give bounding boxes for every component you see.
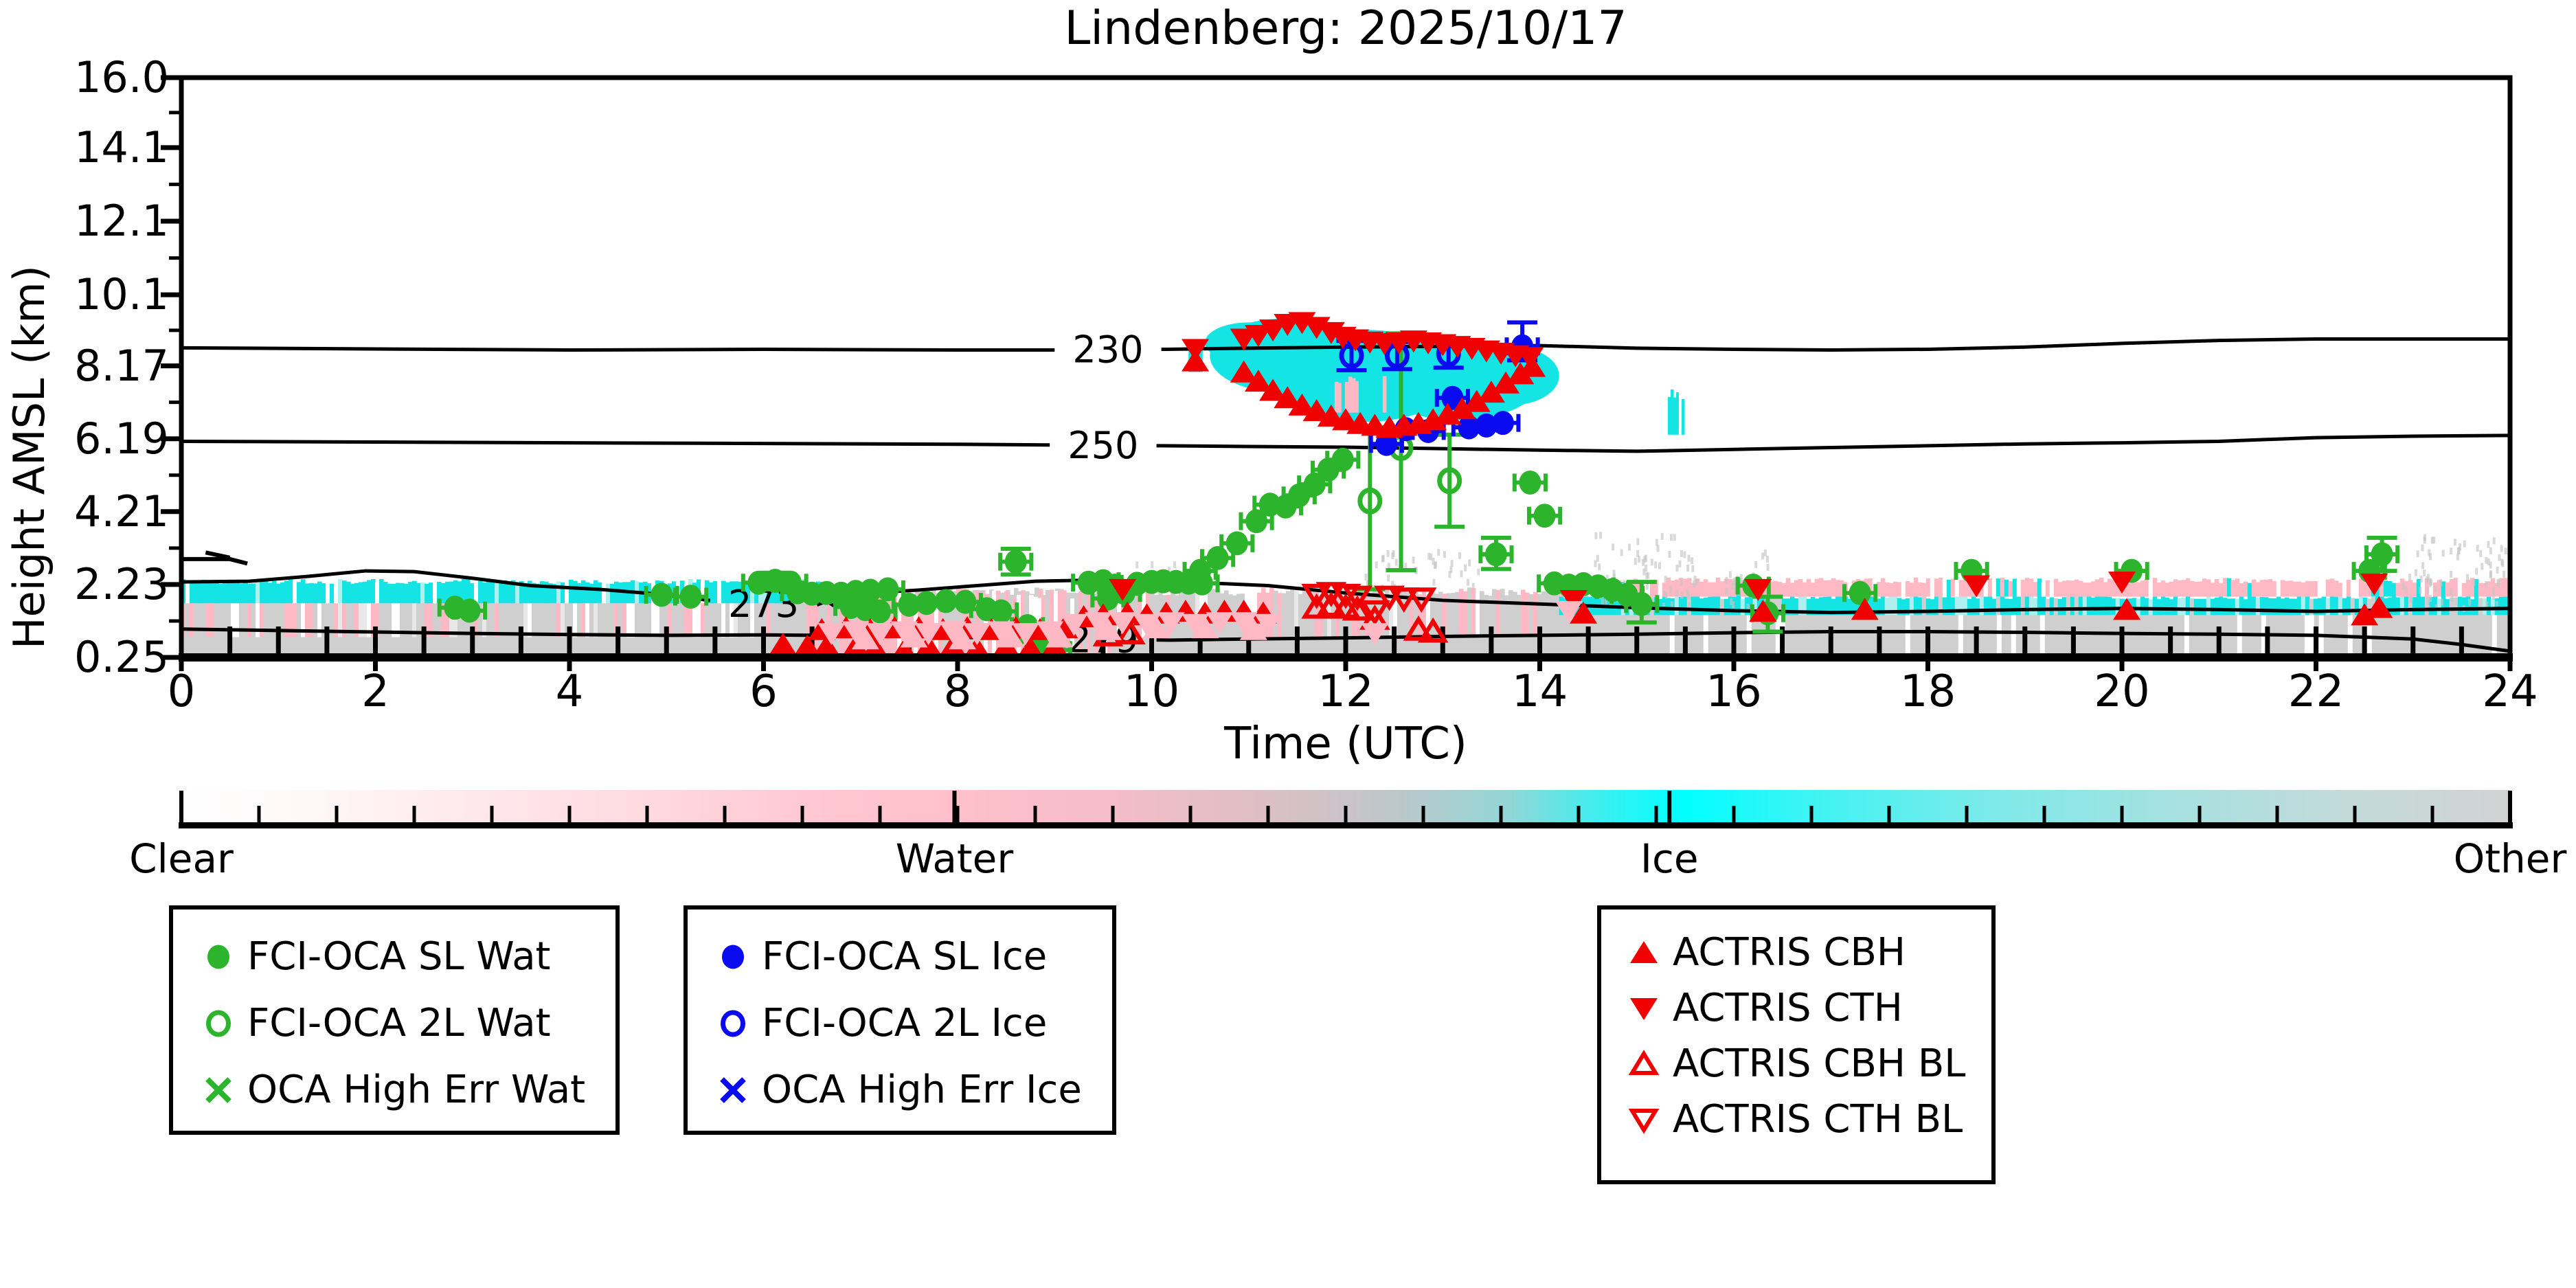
legend-item-label: FCI-OCA 2L Wat — [247, 1001, 551, 1046]
colorbar — [179, 790, 2513, 828]
legend-item-label: ACTRIS CTH BL — [1673, 1097, 1963, 1142]
circle-icon — [722, 945, 744, 969]
legend-item-label: ACTRIS CTH — [1673, 986, 1903, 1030]
series-actris_cth_bl_faded — [817, 601, 1583, 646]
legend-item-label: FCI-OCA 2L Ice — [762, 1001, 1048, 1046]
legend-item-oca-high-err-wat: OCA High Err Wat — [201, 1067, 615, 1112]
legend-ice: FCI-OCA SL Ice FCI-OCA 2L Ice OCA High Err… — [683, 905, 1116, 1135]
legend-water: FCI-OCA SL Wat FCI-OCA 2L Wat OCA High Err… — [169, 905, 620, 1135]
y-tick-label: 0.25 — [74, 632, 169, 682]
legend-item-actris-cth: ACTRIS CTH — [1626, 986, 1991, 1030]
series-actris_cth_bl — [1301, 582, 1437, 626]
y-tick-label: 12.1 — [74, 195, 169, 246]
colorbar-label-other: Other — [2453, 835, 2567, 882]
contour-label-250: 250 — [1067, 424, 1138, 467]
y-tick-label: 14.1 — [74, 122, 169, 172]
legend-item-fci-oca-2l-ice: FCI-OCA 2L Ice — [715, 1001, 1112, 1046]
y-tick-label: 4.21 — [74, 486, 169, 536]
tri-down-open-icon — [1628, 1108, 1660, 1134]
plot-area: 230250273279 — [181, 312, 2510, 657]
legend-actris: ACTRIS CBH ACTRIS CTH ACTRIS CBH BL ACTRIS … — [1597, 905, 1996, 1184]
x-tick-label: 22 — [2287, 666, 2345, 717]
x-tick-label: 6 — [749, 666, 778, 717]
legend-item-label: FCI-OCA SL Wat — [247, 934, 551, 979]
legend-item-label: ACTRIS CBH BL — [1673, 1041, 1966, 1086]
x-tick-label: 2 — [361, 666, 389, 717]
legend-item-oca-high-err-ice: OCA High Err Ice — [715, 1067, 1112, 1112]
series-fci_oca_sl_wat — [437, 447, 2400, 657]
tri-up-icon — [1630, 940, 1658, 963]
legend-item-label: OCA High Err Ice — [762, 1067, 1082, 1112]
tri-down-icon — [1630, 997, 1658, 1020]
x-tick-label: 10 — [1123, 666, 1180, 717]
colorbar-label-water: Water — [895, 835, 1014, 882]
legend-item-label: OCA High Err Wat — [247, 1067, 586, 1112]
series-actris_cth — [1109, 312, 2388, 612]
y-tick-label: 10.1 — [74, 269, 169, 320]
y-tick-label: 2.23 — [74, 558, 169, 609]
legend-item-fci-oca-2l-wat: FCI-OCA 2L Wat — [201, 1001, 615, 1046]
x-icon — [205, 1076, 231, 1103]
x-tick-label: 4 — [555, 666, 584, 717]
legend-item-actris-cbh: ACTRIS CBH — [1626, 930, 1991, 975]
circle-open-icon — [721, 1010, 745, 1037]
x-tick-label: 14 — [1511, 666, 1568, 717]
legend-item-actris-cth-bl: ACTRIS CTH BL — [1626, 1097, 1991, 1142]
y-tick-label: 6.19 — [74, 413, 169, 464]
legend-item-label: FCI-OCA SL Ice — [762, 934, 1048, 979]
x-tick-label: 16 — [1706, 666, 1762, 717]
x-tick-label: 18 — [1899, 666, 1956, 717]
x-tick-label: 12 — [1318, 666, 1374, 717]
legend-item-fci-oca-sl-wat: FCI-OCA SL Wat — [201, 934, 615, 979]
series-actris_cbh_bl_faded — [851, 616, 1267, 650]
x-tick-label: 8 — [943, 666, 972, 717]
chart-title: Lindenberg: 2025/10/17 — [1064, 1, 1627, 56]
y-tick-label: 16.0 — [74, 52, 169, 102]
colorbar-label-clear: Clear — [129, 835, 234, 882]
legend-item-label: ACTRIS CBH — [1673, 930, 1906, 975]
colorbar-label-ice: Ice — [1640, 835, 1699, 882]
legend-item-fci-oca-sl-ice: FCI-OCA SL Ice — [715, 934, 1112, 979]
legend-item-actris-cbh-bl: ACTRIS CBH BL — [1626, 1041, 1991, 1086]
x-tick-label: 20 — [2094, 666, 2150, 717]
x-tick-label: 0 — [167, 666, 196, 717]
circle-open-icon — [206, 1010, 231, 1037]
contour-label-230: 230 — [1072, 328, 1143, 372]
series-actris_cbh_bl — [1092, 591, 1449, 646]
circle-icon — [207, 945, 229, 969]
x-axis-label: Time (UTC) — [1224, 719, 1467, 769]
y-tick-label: 8.17 — [74, 340, 169, 391]
x-tick-label: 24 — [2482, 666, 2538, 717]
tri-up-open-icon — [1628, 1049, 1660, 1075]
axes-frame — [161, 75, 2513, 671]
x-icon — [720, 1076, 746, 1103]
